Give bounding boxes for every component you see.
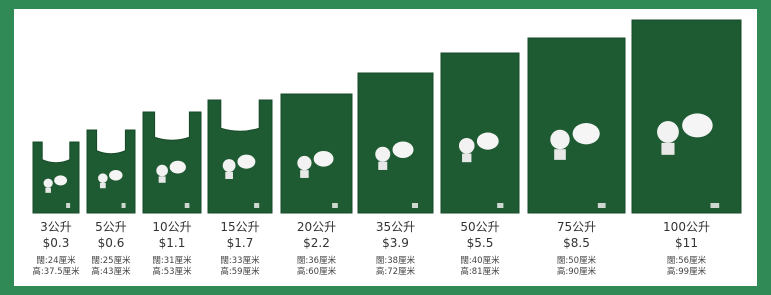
logo [185,203,190,208]
price: $0.6 [98,236,125,250]
bag [441,53,519,213]
bag [87,130,135,213]
mascot-head [297,156,311,170]
logo [66,203,70,208]
price: $3.9 [382,236,409,250]
bag-width: 闊:25厘米 [91,255,131,266]
mascot-head [156,165,168,177]
bag [143,112,201,213]
mascot-body [100,183,106,188]
mascot-body [45,188,51,193]
speech-bubble [54,175,67,185]
mascot-body [378,162,387,170]
bag [632,20,741,213]
speech-bubble [237,155,255,169]
logo [598,203,606,208]
mascot-body [462,154,471,163]
mascot-head [98,173,108,183]
mascot-head [459,138,475,154]
speech-bubble [477,133,499,150]
logo [497,203,503,208]
speech-bubble [314,151,334,167]
price: $11 [675,236,698,250]
bag-height: 高:81厘米 [460,266,500,277]
bag-width: 闊:38厘米 [376,255,416,266]
bag-width: 闊:50厘米 [557,255,597,266]
bag-lineup: 3公升 $0.3 闊:24厘米高:37.5厘米 5公升 $0.6 闊:25厘米高:43厘米… [0,0,771,295]
bag-width: 闊:31厘米 [152,255,192,266]
mascot-body [661,143,674,155]
bag [208,100,272,213]
bag-height: 高:60厘米 [297,266,337,277]
logo [412,203,418,208]
mascot-body [300,170,309,178]
volume: 75公升 [557,220,596,234]
bag-width: 闊:36厘米 [297,255,337,266]
volume: 100公升 [663,220,710,234]
mascot-body [159,176,166,182]
bag-height: 高:43厘米 [91,266,131,277]
logo [254,203,259,208]
bag-height: 高:37.5厘米 [32,266,80,277]
speech-bubble [109,170,122,181]
mascot-body [554,149,566,160]
price: $1.7 [227,236,254,250]
mascot-head [375,147,390,162]
mascot-head [44,179,53,188]
bag-height: 高:72厘米 [376,266,416,277]
price: $2.2 [303,236,330,250]
bag-width: 闊:24厘米 [36,255,76,266]
mascot-head [223,159,236,172]
mascot-body [225,172,233,179]
logo [122,203,126,208]
mascot-head [657,121,679,143]
bag [528,38,625,213]
speech-bubble [170,161,186,174]
volume: 15公升 [220,220,259,234]
bag-height: 高:90厘米 [557,266,597,277]
volume: 3公升 [40,220,72,234]
bag-width: 闊:56厘米 [667,255,707,266]
price: $5.5 [467,236,494,250]
volume: 5公升 [95,220,127,234]
bag [358,73,433,213]
logo [710,203,719,208]
bag-height: 高:53厘米 [152,266,192,277]
bag-height: 高:99厘米 [667,266,707,277]
speech-bubble [393,141,414,158]
price: $1.1 [159,236,186,250]
bag-height: 高:59厘米 [220,266,260,277]
volume: 20公升 [297,220,336,234]
volume: 35公升 [376,220,415,234]
volume: 50公升 [460,220,499,234]
speech-bubble [573,123,600,144]
price: $8.5 [563,236,590,250]
logo [332,203,338,208]
page: {"items": [ {"volume": "3公升", "price": "… [0,0,771,295]
bag-width: 闊:40厘米 [460,255,500,266]
volume: 10公升 [152,220,191,234]
bag-width: 闊:33厘米 [220,255,260,266]
price: $0.3 [43,236,70,250]
speech-bubble [682,113,713,137]
mascot-head [550,130,569,149]
